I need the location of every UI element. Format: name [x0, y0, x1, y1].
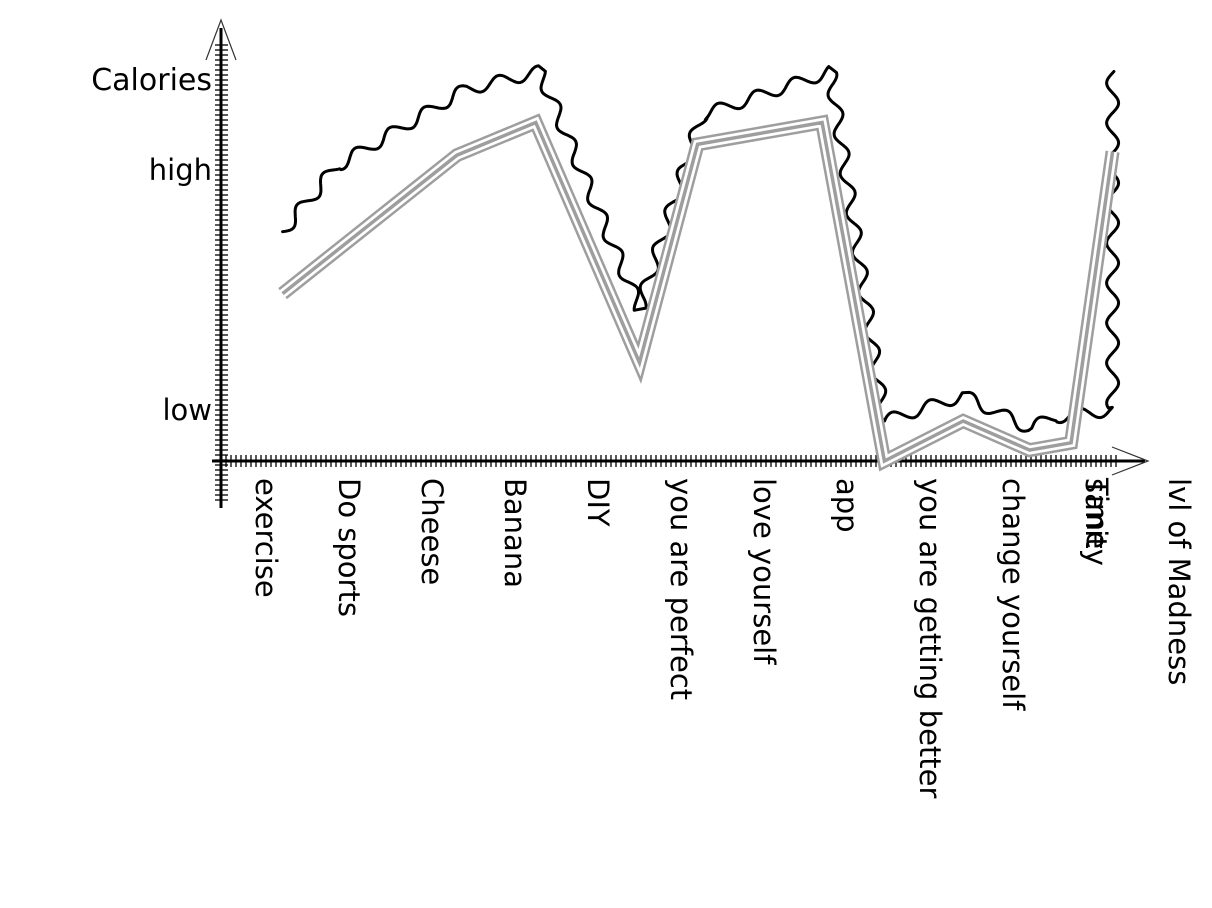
y-tick-labels: high low: [149, 153, 212, 427]
y-axis-label: Calories: [91, 63, 212, 98]
series-line-wavy: [283, 66, 1119, 431]
series-line-gap: [283, 123, 1113, 462]
x-tick-label: lvl of Madness: [1162, 478, 1196, 685]
series-2: [283, 123, 1113, 462]
y-tick-label: low: [162, 393, 212, 427]
x-tick-label: DIY: [581, 478, 615, 527]
series-line-outer: [283, 123, 1113, 462]
series-layer: [283, 66, 1119, 461]
series-line-inner: [283, 123, 1113, 462]
x-tick-label: Banana: [498, 478, 532, 588]
x-tick-label: you are perfect: [664, 478, 698, 700]
x-tick-label: love yourself: [747, 478, 781, 665]
series-1: [283, 66, 1119, 431]
x-tick-label: sanity: [1079, 478, 1113, 566]
x-tick-label: app: [830, 478, 864, 533]
x-tick-label: Cheese: [415, 478, 449, 585]
x-tick-label: change yourself: [996, 478, 1030, 711]
y-tick-label: high: [149, 153, 212, 187]
x-tick-label: you are getting better: [913, 478, 947, 799]
x-tick-label: Do sports: [332, 478, 366, 617]
chart: Calories Time highlow exercise Do sports C…: [0, 0, 1212, 908]
x-tick-label: exercise: [249, 478, 283, 598]
x-tick-labels: exercise Do sports Cheese Banana DIY you are …: [249, 478, 1196, 799]
